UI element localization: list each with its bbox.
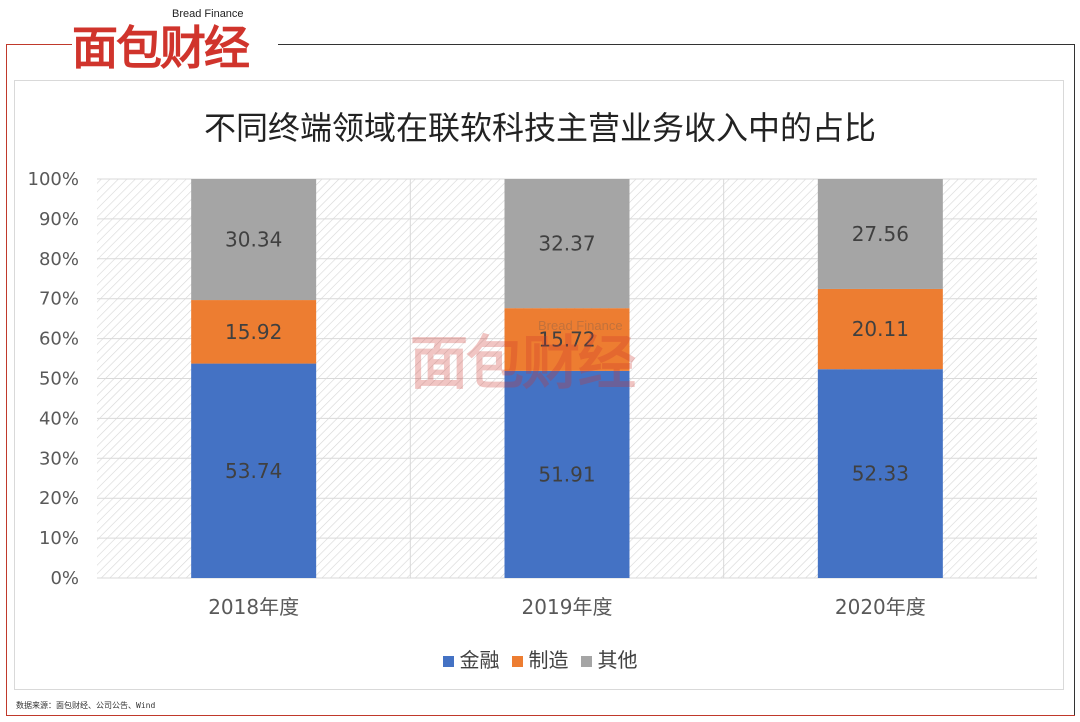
y-tick-label: 60% bbox=[39, 329, 79, 350]
data-label: 27.56 bbox=[852, 222, 909, 246]
bar-segment bbox=[504, 308, 630, 371]
brand-logo-english: Bread Finance bbox=[172, 8, 244, 20]
x-category-label: 2018年度 bbox=[208, 595, 299, 619]
y-tick-label: 0% bbox=[50, 568, 79, 589]
legend-swatch bbox=[580, 656, 592, 667]
legend-label: 金融 bbox=[459, 648, 500, 672]
legend-item: 制造 bbox=[511, 644, 569, 673]
bar-segment bbox=[504, 370, 630, 578]
y-tick-label: 80% bbox=[39, 249, 79, 270]
legend-item: 其他 bbox=[580, 644, 638, 673]
data-label: 15.72 bbox=[538, 328, 595, 352]
frame-bottom-border bbox=[6, 715, 1075, 716]
y-tick-label: 40% bbox=[39, 408, 79, 429]
brand-logo: Bread Finance 面包财经 bbox=[72, 8, 278, 76]
frame-top-border-left bbox=[6, 44, 72, 45]
legend-label: 其他 bbox=[597, 648, 638, 672]
data-label: 15.92 bbox=[225, 320, 282, 344]
legend-item: 金融 bbox=[442, 644, 500, 673]
data-label: 20.11 bbox=[852, 317, 909, 341]
y-tick-label: 50% bbox=[39, 369, 79, 390]
y-tick-label: 90% bbox=[39, 209, 79, 230]
data-label: 53.74 bbox=[225, 459, 282, 483]
frame-top-border-right bbox=[278, 44, 1074, 45]
x-category-label: 2020年度 bbox=[835, 595, 926, 619]
frame-right-border bbox=[1074, 44, 1075, 716]
data-source-note: 数据来源：面包财经、公司公告、Wind bbox=[16, 701, 156, 710]
y-tick-label: 100% bbox=[28, 169, 79, 190]
y-tick-label: 10% bbox=[39, 528, 79, 549]
frame-left-border bbox=[6, 44, 7, 716]
brand-logo-chinese: 面包财经 bbox=[72, 21, 250, 75]
chart-title: 不同终端领域在联软科技主营业务收入中的占比 bbox=[203, 109, 876, 147]
data-label: 32.37 bbox=[538, 232, 595, 256]
y-tick-label: 20% bbox=[39, 488, 79, 509]
chart-legend: 金融 制造 其他 bbox=[0, 644, 1080, 673]
bar-segment bbox=[504, 179, 630, 309]
bar-segment bbox=[191, 179, 317, 301]
data-label: 51.91 bbox=[538, 462, 595, 486]
x-category-label: 2019年度 bbox=[522, 595, 613, 619]
legend-swatch bbox=[442, 656, 454, 667]
y-tick-label: 70% bbox=[39, 289, 79, 310]
data-label: 52.33 bbox=[852, 462, 909, 486]
bar-segment bbox=[817, 369, 943, 578]
y-tick-label: 30% bbox=[39, 448, 79, 469]
bar-segment bbox=[817, 288, 943, 370]
bar-segment bbox=[817, 179, 943, 289]
bar-segment bbox=[191, 300, 317, 364]
data-label: 30.34 bbox=[225, 228, 282, 252]
legend-label: 制造 bbox=[528, 648, 569, 672]
legend-swatch bbox=[511, 656, 523, 667]
bar-segment bbox=[191, 363, 317, 578]
